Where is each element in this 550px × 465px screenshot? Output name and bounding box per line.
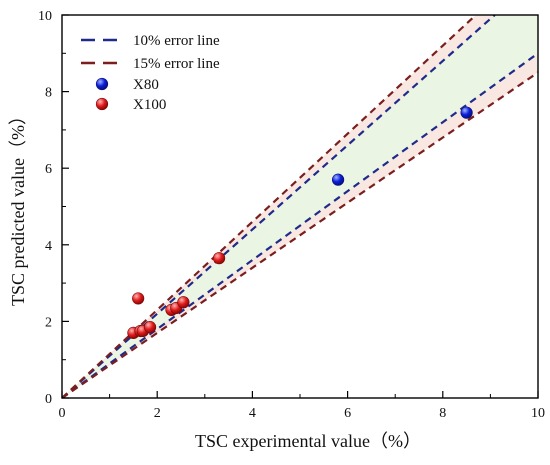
x-tick-label-4: 8 xyxy=(439,406,446,421)
x-tick-label-3: 6 xyxy=(344,406,351,421)
error-band-10 xyxy=(62,15,538,398)
legend: 10% error line 15% error line X80 X100 xyxy=(81,33,220,113)
x100-point-7 xyxy=(177,296,190,309)
x-tick-label-1: 2 xyxy=(154,406,161,421)
legend-15-error-line-label: 15% error line xyxy=(133,56,220,72)
error-bands xyxy=(62,15,538,398)
y-axis-label: TSC predicted value（%） xyxy=(8,107,28,306)
y-tick-label-4: 8 xyxy=(45,86,52,101)
x100-point-4 xyxy=(143,321,157,334)
legend-x100-label: X100 xyxy=(133,97,166,113)
x80-point-0 xyxy=(331,173,345,186)
error-line-10-0 xyxy=(62,15,496,398)
legend-10-error-line-label: 10% error line xyxy=(133,33,220,49)
x100-point-1 xyxy=(132,292,145,305)
y-tick-label-5: 10 xyxy=(38,9,52,24)
error-line-15-2 xyxy=(62,15,477,398)
x80-point-1 xyxy=(460,106,473,119)
x-tick-label-2: 4 xyxy=(249,406,256,421)
x-tick-label-5: 10 xyxy=(531,406,545,421)
x-axis-label: TSC experimental value（%） xyxy=(195,431,421,451)
legend-x100-swatch xyxy=(95,97,109,111)
legend-x80-label: X80 xyxy=(133,77,159,93)
y-tick-label-1: 2 xyxy=(45,315,52,330)
y-tick-label-3: 6 xyxy=(45,162,52,177)
x-tick-label-0: 0 xyxy=(59,406,66,421)
error-line-15-3 xyxy=(62,71,538,398)
legend-x80-swatch xyxy=(95,77,109,91)
error-line-10-1 xyxy=(62,52,538,398)
y-tick-label-0: 0 xyxy=(45,392,52,407)
y-tick-label-2: 4 xyxy=(45,239,52,254)
axis-ticks: 0 2 4 6 8 10 0 2 4 6 8 10 xyxy=(38,9,545,421)
x100-point-8 xyxy=(212,252,226,265)
data-points xyxy=(127,106,473,339)
